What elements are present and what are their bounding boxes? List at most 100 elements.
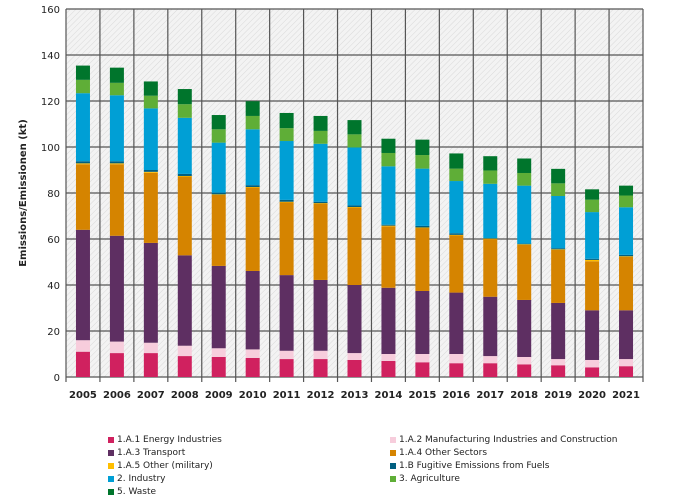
x-tick-label: 2007	[137, 390, 165, 401]
bar-segment-8	[143, 81, 158, 96]
bar-segment-1	[551, 359, 566, 366]
bar-segment-2	[585, 310, 600, 360]
stacked-bar-chart: 0 20 40 60 80 100 120 140 160 2005 2006 2007 2008 20…	[18, 5, 644, 401]
bar-segment-5	[585, 258, 600, 260]
bar-segment-3	[143, 172, 158, 243]
bar-stack-2016	[449, 153, 464, 377]
bar-segment-4	[449, 234, 464, 236]
bar-segment-4	[551, 249, 566, 250]
bar-segment-2	[279, 275, 294, 351]
bar-segment-4	[517, 244, 532, 245]
bar-segment-1	[415, 354, 430, 363]
x-tick-label: 2005	[69, 390, 97, 401]
bar-segment-3	[483, 238, 498, 297]
bar-stack-2010	[245, 101, 260, 377]
bar-segment-8	[347, 120, 362, 135]
x-tick-label: 2016	[442, 390, 470, 401]
bar-segment-7	[619, 195, 634, 208]
bar-segment-8	[313, 115, 328, 131]
legend-label: 1.B Fugitive Emissions from Fuels	[399, 460, 550, 471]
bar-segment-7	[75, 79, 90, 94]
bar-stack-2018	[517, 158, 532, 377]
bar-segment-7	[211, 129, 226, 143]
y-tick-label: 40	[47, 281, 60, 292]
bar-segment-2	[177, 255, 192, 346]
bar-segment-0	[347, 359, 362, 377]
bar-segment-4	[245, 187, 260, 188]
x-tick-label: 2017	[476, 390, 504, 401]
bar-segment-8	[619, 185, 634, 196]
legend-item: 1.B Fugitive Emissions from Fuels	[390, 459, 670, 472]
x-tick-label: 2011	[273, 390, 301, 401]
legend-item: 2. Industry	[108, 472, 390, 485]
bar-segment-4	[143, 171, 158, 173]
bar-segment-4	[347, 207, 362, 208]
bar-segment-2	[449, 292, 464, 354]
bar-segment-0	[619, 366, 634, 377]
bar-segment-2	[245, 270, 260, 350]
legend-label: 1.A.3 Transport	[117, 447, 186, 458]
legend-swatch	[108, 462, 114, 469]
x-tick-label: 2006	[103, 390, 131, 401]
legend-swatch	[390, 475, 396, 482]
bar-segment-8	[211, 115, 226, 130]
bar-stack-2019	[551, 168, 566, 377]
bar-segment-5	[551, 248, 566, 250]
bar-segment-0	[551, 365, 566, 377]
bar-stack-2005	[75, 65, 90, 377]
legend-item: 1.A.4 Other Sectors	[390, 446, 670, 459]
bar-segment-6	[75, 93, 90, 162]
legend-swatch	[390, 449, 396, 456]
bar-segment-1	[313, 350, 328, 360]
legend-item: 1.A.5 Other (military)	[108, 459, 390, 472]
bar-segment-4	[109, 163, 124, 165]
bar-segment-1	[279, 350, 294, 360]
bar-segment-5	[75, 161, 90, 164]
bar-segment-3	[313, 203, 328, 280]
bar-segment-5	[415, 225, 430, 228]
legend-swatch	[390, 462, 396, 469]
bar-segment-6	[313, 143, 328, 202]
bar-segment-7	[313, 130, 328, 144]
legend-item: 1.A.2 Manufacturing Industries and Const…	[390, 433, 670, 446]
bar-segment-7	[449, 168, 464, 182]
bar-segment-5	[211, 192, 226, 195]
bar-segment-1	[381, 354, 396, 361]
bar-segment-7	[585, 199, 600, 213]
bar-segment-3	[177, 176, 192, 256]
bar-segment-2	[143, 242, 158, 343]
x-tick-label: 2013	[341, 390, 369, 401]
legend-swatch	[108, 488, 114, 495]
bar-segment-6	[619, 207, 634, 255]
y-tick-label: 0	[54, 373, 60, 384]
bar-segment-2	[619, 310, 634, 360]
bar-segment-3	[75, 164, 90, 230]
bar-segment-0	[483, 363, 498, 377]
bar-segment-5	[619, 254, 634, 257]
bar-segment-6	[517, 185, 532, 244]
bar-segment-3	[109, 164, 124, 236]
bar-stack-2021	[619, 185, 634, 377]
bar-segment-2	[551, 302, 566, 360]
x-tick-label: 2009	[205, 390, 233, 401]
bar-segment-2	[415, 290, 430, 354]
bar-stack-2013	[347, 120, 362, 377]
x-tick-label: 2021	[612, 390, 640, 401]
bar-segment-3	[245, 187, 260, 271]
bar-segment-3	[381, 226, 396, 288]
bar-segment-2	[75, 229, 90, 341]
bar-segment-8	[517, 158, 532, 173]
bar-segment-0	[143, 353, 158, 377]
bar-segment-3	[347, 207, 362, 285]
bar-segment-8	[109, 67, 124, 83]
y-tick-label: 100	[41, 143, 60, 154]
bar-segment-5	[279, 199, 294, 202]
bar-segment-8	[585, 189, 600, 200]
legend-swatch	[108, 449, 114, 456]
bar-segment-6	[347, 147, 362, 206]
legend-item: 1.A.1 Energy Industries	[108, 433, 390, 446]
bar-segment-4	[585, 259, 600, 262]
bar-segment-7	[245, 115, 260, 130]
bar-segment-7	[279, 128, 294, 142]
legend-item: 5. Waste	[108, 485, 390, 498]
